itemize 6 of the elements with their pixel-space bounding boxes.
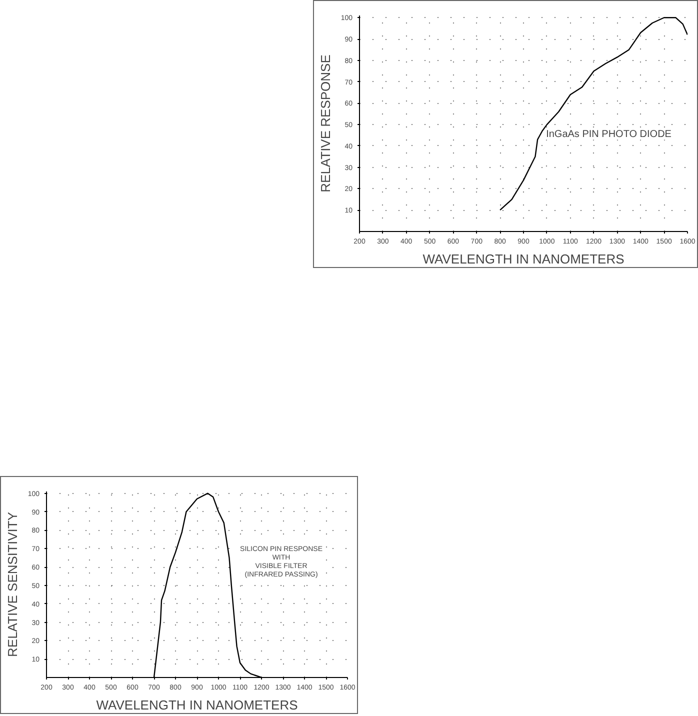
y-axis-title: RELATIVE SENSITIVITY (4, 512, 20, 657)
line-series (499, 17, 688, 211)
x-axis-title: WAVELENGTH IN NANOMETERS (96, 698, 298, 712)
annotation: InGaAs PIN PHOTO DIODE (546, 128, 672, 140)
x-axis-title: WAVELENGTH IN NANOMETERS (422, 252, 625, 266)
y-axis-title: RELATIVE RESPONSE (318, 54, 333, 192)
